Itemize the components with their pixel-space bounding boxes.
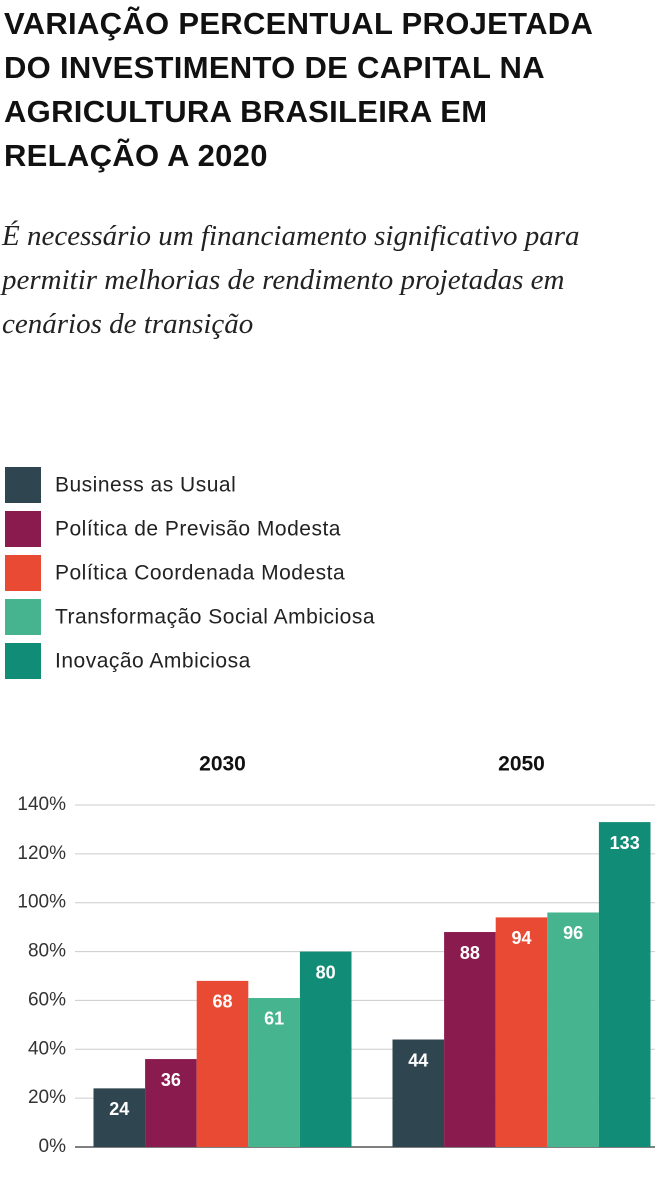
bar <box>392 1039 445 1147</box>
bar <box>248 997 300 1147</box>
bar <box>196 980 249 1147</box>
chart-title: VARIAÇÃO PERCENTUAL PROJETADA DO INVESTI… <box>4 6 592 173</box>
legend-label: Inovação Ambiciosa <box>55 650 251 673</box>
value-label: 36 <box>161 1070 181 1090</box>
category-label: 2050 <box>498 753 545 776</box>
value-label: 88 <box>460 943 480 963</box>
y-tick-label: 100% <box>17 892 66 913</box>
category-label: 2030 <box>199 753 246 776</box>
value-label: 133 <box>610 833 640 853</box>
y-tick-label: 40% <box>28 1038 66 1059</box>
chart-subtitle: É necessário um financiamento significat… <box>2 220 580 340</box>
legend-label: Business as Usual <box>55 474 236 497</box>
value-label: 61 <box>264 1009 284 1029</box>
bar <box>299 951 352 1147</box>
value-label: 80 <box>316 962 336 982</box>
y-tick-label: 80% <box>28 941 66 962</box>
y-tick-label: 60% <box>28 989 66 1010</box>
legend-label: Transformação Social Ambiciosa <box>55 606 375 629</box>
bar <box>495 917 548 1147</box>
y-tick-label: 140% <box>17 794 66 815</box>
value-label: 44 <box>408 1050 428 1070</box>
legend-swatch <box>5 467 41 503</box>
bar <box>145 1059 197 1147</box>
y-tick-label: 20% <box>28 1087 66 1108</box>
legend-swatch <box>5 511 41 547</box>
bar <box>598 822 651 1147</box>
value-label: 24 <box>109 1099 129 1119</box>
y-tick-label: 0% <box>39 1136 67 1157</box>
legend-swatch <box>5 643 41 679</box>
legend-swatch <box>5 599 41 635</box>
legend-label: Política Coordenada Modesta <box>55 562 345 585</box>
legend-swatch <box>5 555 41 591</box>
bar <box>547 912 599 1147</box>
y-tick-label: 120% <box>17 843 66 864</box>
value-label: 94 <box>511 928 531 948</box>
bar <box>93 1088 146 1147</box>
value-label: 68 <box>212 992 232 1012</box>
legend-label: Política de Previsão Modesta <box>55 518 341 541</box>
value-label: 96 <box>563 923 583 943</box>
bar <box>444 932 496 1147</box>
